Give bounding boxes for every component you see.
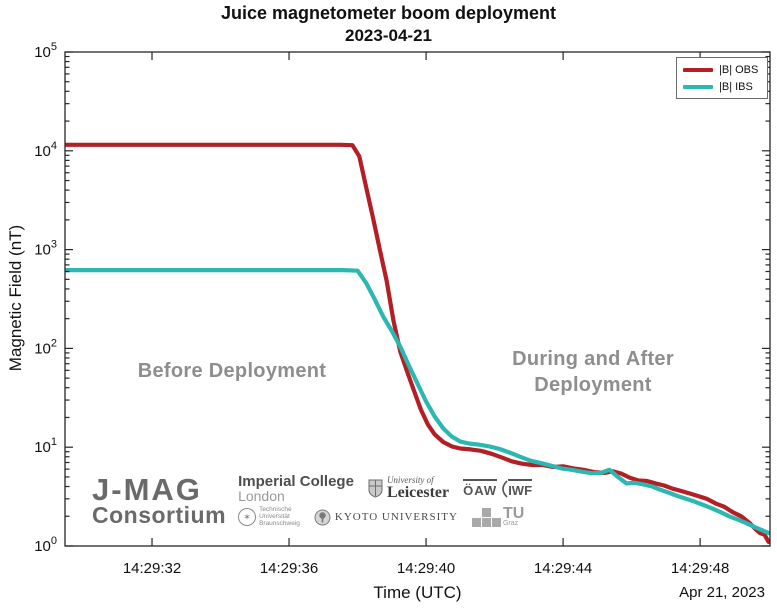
legend-box: |B| OBS |B| IBS <box>676 57 768 99</box>
legend-item-obs: |B| OBS <box>683 61 761 78</box>
ibs-line-swatch <box>683 84 713 89</box>
annotation-before-deployment: Before Deployment <box>137 360 327 382</box>
date-label: Apr 21, 2023 <box>679 584 765 601</box>
svg-text:14:29:44: 14:29:44 <box>534 560 592 577</box>
svg-text:103: 103 <box>34 239 57 259</box>
tu-braunschweig-logo: ✶ Technische Universität Braunschweig <box>238 506 300 527</box>
figure-title: Juice magnetometer boom deployment <box>220 3 557 23</box>
imperial-college-logo: Imperial College London <box>238 473 354 504</box>
kyoto-university-logo: KYOTO UNIVERSITY <box>314 509 458 526</box>
figure-date-subtitle: 2023-04-21 <box>345 26 432 45</box>
annotation-during-line2: Deployment <box>534 374 652 396</box>
svg-text:14:29:48: 14:29:48 <box>671 560 729 577</box>
partner-row-1: Imperial College London University of Le… <box>238 473 533 504</box>
svg-text:100: 100 <box>34 535 57 555</box>
svg-text:14:29:36: 14:29:36 <box>260 560 318 577</box>
obs-line-swatch <box>683 67 713 72</box>
iwf-arc-icon <box>502 479 508 498</box>
consortium-logo-strip: J-MAG Consortium Imperial College London… <box>92 472 533 528</box>
oaw-iwf-logo: ÖAW IWF <box>463 479 533 498</box>
leicester-shield-icon <box>368 479 383 498</box>
legend-obs-label: |B| OBS <box>719 63 759 76</box>
legend-item-ibs: |B| IBS <box>683 78 761 95</box>
svg-text:14:29:32: 14:29:32 <box>123 560 181 577</box>
legend-ibs-label: |B| IBS <box>719 80 753 93</box>
tu-graz-blocks-icon <box>471 507 501 527</box>
svg-text:102: 102 <box>34 337 57 357</box>
annotation-during-line1: During and After <box>512 348 674 370</box>
braunschweig-crest-icon: ✶ <box>238 508 257 527</box>
y-axis-label: Magnetic Field (nT) <box>6 224 25 372</box>
leicester-logo: University of Leicester <box>368 476 449 501</box>
jmag-wordmark: J-MAG Consortium <box>92 472 227 528</box>
kyoto-emblem-icon <box>314 509 331 526</box>
annotation-during-after-deployment: During and After Deployment <box>477 346 709 398</box>
partner-row-2: ✶ Technische Universität Braunschweig KY… <box>238 506 532 527</box>
svg-text:104: 104 <box>34 140 57 160</box>
x-axis-label: Time (UTC) <box>373 583 462 602</box>
svg-text:14:29:40: 14:29:40 <box>397 560 455 577</box>
tu-graz-logo: TU Graz <box>471 506 524 527</box>
svg-text:105: 105 <box>34 41 57 61</box>
figure-title-block: Juice magnetometer boom deployment 2023-… <box>0 1 777 47</box>
svg-text:101: 101 <box>34 436 57 456</box>
partner-logos: Imperial College London University of Le… <box>238 473 533 527</box>
